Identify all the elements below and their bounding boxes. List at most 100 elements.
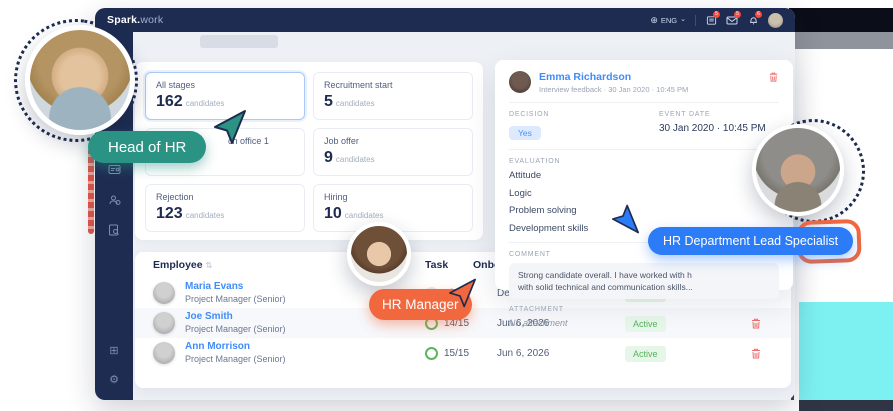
task-progress: 15/15	[444, 347, 470, 359]
stat-label: Rejection	[156, 192, 194, 202]
employee-role: Project Manager (Senior)	[185, 353, 286, 364]
employee-name[interactable]: Joe Smith	[185, 311, 233, 323]
settings-icon: ⚙	[109, 374, 119, 386]
stat-card-all-stages[interactable]: All stages 162 candidates	[145, 72, 305, 120]
stat-card-rejection[interactable]: Rejection 123 candidates	[145, 184, 305, 232]
hr-lead-photo	[752, 124, 844, 216]
header-task[interactable]: Task	[425, 259, 449, 271]
status-badge: Active	[625, 346, 666, 362]
employee-avatar	[153, 312, 175, 334]
recruitment-stats-panel: All stages 162 candidates Recruitment sta…	[135, 62, 483, 240]
stat-unit: candidates	[185, 99, 225, 108]
sidebar-item-apps[interactable]: ⊞	[95, 344, 133, 357]
attachment-label: ATTACHMENT	[509, 306, 564, 314]
stat-value: 5	[324, 93, 333, 110]
callout-head-of-hr: Head of HR	[88, 131, 207, 163]
chevron-down-icon: ⌄	[680, 15, 686, 23]
header-employee[interactable]: Employee ⇅	[153, 259, 213, 271]
employee-avatar	[153, 342, 175, 364]
stat-card-job-offer[interactable]: Job offer 9 candidates	[313, 128, 473, 176]
background-black-band	[789, 8, 893, 32]
sort-icon[interactable]: ⇅	[205, 261, 213, 270]
decision-label: DECISION	[509, 111, 550, 118]
stat-card-recruitment-start[interactable]: Recruitment start 5 candidates	[313, 72, 473, 120]
background-red-scribble	[88, 148, 94, 234]
blue-cursor-icon	[610, 203, 641, 235]
event-date-value: 30 Jan 2020 · 10:45 PM	[659, 123, 766, 134]
mail-icon	[726, 16, 738, 24]
news-badge: 5	[713, 11, 720, 18]
language-label: ENG	[660, 15, 678, 25]
hr-manager-photo	[347, 222, 411, 286]
head-of-hr-photo	[25, 25, 135, 135]
delete-row-button[interactable]	[750, 317, 790, 330]
stat-label: Recruitment start	[324, 80, 393, 90]
trash-icon	[752, 348, 760, 358]
evaluation-item: Problem solving	[509, 205, 577, 216]
logo-light: work	[140, 14, 164, 26]
sidebar-item-settings[interactable]: ⚙	[95, 373, 133, 386]
orange-cursor-icon	[447, 277, 478, 309]
globe-icon: ⊕	[650, 14, 658, 25]
stat-unit: candidates	[344, 211, 384, 220]
stat-label: Hiring	[324, 192, 348, 202]
evaluation-item: Development skills	[509, 222, 589, 234]
employee-avatar	[153, 282, 175, 304]
reviewer-name[interactable]: Emma Richardson	[539, 71, 632, 83]
stat-value: 9	[324, 149, 333, 166]
employee-role: Project Manager (Senior)	[185, 323, 286, 334]
stat-unit: candidates	[335, 99, 375, 108]
table-row[interactable]: Ann Morrison Project Manager (Senior) 15…	[135, 338, 791, 368]
stat-unit: candidates	[335, 155, 375, 164]
sidebar-item-candidates[interactable]	[95, 194, 133, 206]
evaluation-label: EVALUATION	[509, 158, 561, 165]
evaluation-item: Attitude	[509, 170, 542, 181]
feedback-meta: Interview feedback · 30 Jan 2020 · 10:45…	[539, 85, 689, 94]
bell-icon	[749, 16, 757, 24]
event-date-label: EVENT DATE	[659, 111, 711, 118]
onboarding-date: Jun 6, 2026	[497, 317, 550, 329]
status-badge: Active	[625, 316, 666, 332]
stat-value: 10	[324, 205, 342, 222]
background-dark-strip	[799, 400, 893, 411]
app-logo[interactable]: Spark.work	[107, 14, 163, 26]
mail-button[interactable]: 5	[726, 11, 741, 26]
trash-icon	[769, 72, 778, 82]
mail-badge: 5	[734, 11, 741, 18]
comment-label: COMMENT	[509, 250, 551, 258]
topbar-divider	[695, 14, 696, 26]
evaluation-item: Logic	[509, 187, 532, 199]
employee-name[interactable]: Maria Evans	[185, 281, 244, 293]
news-button[interactable]: 5	[705, 11, 720, 26]
onboarding-date: Jun 6, 2026	[497, 347, 550, 359]
logo-bold: Spark.	[107, 14, 141, 26]
sidebar-item-documents[interactable]	[95, 224, 133, 236]
decision-badge: Yes	[509, 126, 541, 140]
comment-line: Strong candidate overall. I have worked …	[518, 269, 692, 280]
delete-row-button[interactable]	[750, 347, 790, 360]
top-bar: Spark.work ⊕ ENG ⌄ 5 5 6	[95, 8, 795, 32]
delete-feedback-button[interactable]	[768, 71, 779, 83]
sidebar-item-badge[interactable]	[95, 164, 133, 175]
employee-role: Project Manager (Senior)	[185, 293, 286, 304]
documents-icon	[109, 224, 119, 236]
language-selector[interactable]: ⊕ ENG ⌄	[650, 14, 686, 25]
apps-icon: ⊞	[109, 345, 119, 357]
stat-label: All stages	[156, 80, 196, 90]
notifications-badge: 6	[755, 11, 762, 18]
employee-name[interactable]: Ann Morrison	[185, 341, 250, 353]
candidates-icon	[109, 195, 120, 205]
callout-hr-lead-specialist: HR Department Lead Specialist	[648, 227, 854, 255]
notifications-button[interactable]: 6	[747, 11, 762, 26]
news-icon	[706, 15, 716, 25]
badge-icon	[108, 165, 120, 174]
user-avatar[interactable]	[768, 12, 783, 28]
trash-icon	[752, 318, 760, 328]
reviewer-avatar	[509, 71, 531, 93]
app-window: Spark.work ⊕ ENG ⌄ 5 5 6	[95, 8, 795, 400]
teal-cursor-icon	[212, 108, 248, 146]
stat-value: 162	[156, 93, 183, 110]
attachment-value: No attachment	[509, 318, 568, 329]
background-cyan-block	[799, 302, 893, 400]
page-title-placeholder	[200, 35, 278, 48]
